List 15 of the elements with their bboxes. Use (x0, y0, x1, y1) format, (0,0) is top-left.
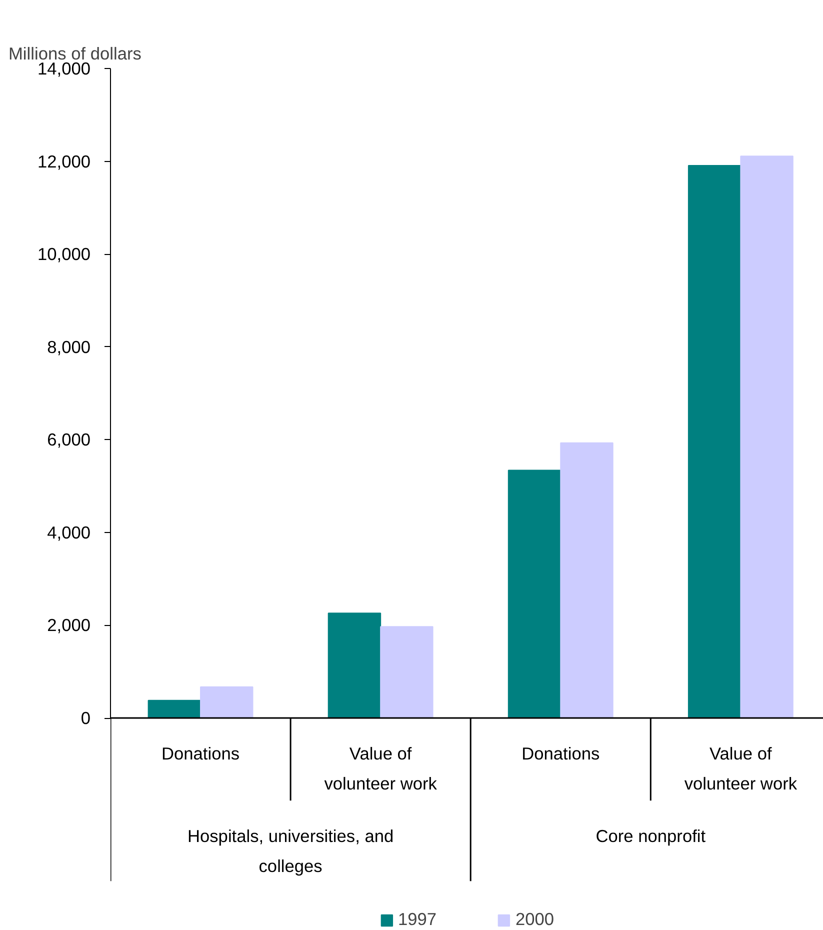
legend-label: 1997 (398, 909, 436, 930)
y-tick-label: 6,000 (47, 430, 91, 450)
x-tick-label: Value of volunteer work (324, 743, 438, 794)
y-tick-label: 8,000 (47, 336, 91, 357)
y-tick-label: 12,000 (38, 151, 90, 172)
y-tick-label: 2,000 (47, 615, 91, 636)
x-tick-label: Donations (522, 743, 600, 764)
y-tick-label: 10,000 (38, 244, 90, 264)
y-tick-label: 4,000 (47, 522, 91, 542)
y-tick-label: 0 (80, 708, 91, 728)
x-tick-label: Value of volunteer work (684, 743, 798, 794)
text: Hospitals, universities, and colleges (187, 826, 394, 876)
legend-label: 2000 (516, 909, 554, 930)
x-tick-label: Donations (162, 743, 240, 764)
text: Core nonprofit (596, 826, 706, 846)
